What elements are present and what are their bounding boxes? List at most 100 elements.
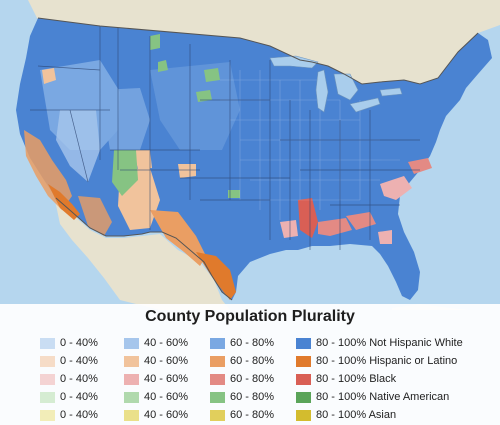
legend-entry: 80 - 100% Not Hispanic White [296,334,463,352]
legend-swatch [40,391,55,403]
legend-label: 80 - 100% Black [316,373,397,385]
legend-label: 80 - 100% Asian [316,409,397,421]
legend-entry: 40 - 60% [124,370,188,388]
legend-entry: 80 - 100% Hispanic or Latino [296,352,457,370]
legend-swatch [40,337,55,349]
legend-title: County Population Plurality [145,308,355,325]
region-montana-native [158,60,168,72]
legend-label: 60 - 80% [230,355,275,367]
legend-entry: 80 - 100% Black [296,370,396,388]
legend-entry: 60 - 80% [210,352,274,370]
state-boundaries [30,26,420,250]
lake-huron [333,73,359,101]
legend-row-black: 0 - 40% 40 - 60% 60 - 80% 80 - 100% Black [0,370,500,388]
region-oklahoma-native [228,190,240,198]
region-black-belt-georgia [346,212,376,230]
legend-entry: 0 - 40% [40,352,98,370]
legend-row-not-hispanic-white: 0 - 40% 40 - 60% 60 - 80% 80 - 100% Not His… [0,334,500,352]
mexico-border [55,197,233,301]
region-mississippi-delta [298,198,318,238]
legend-swatch [40,355,55,367]
legend-swatch [124,391,139,403]
region-nevada-lighter [56,110,100,182]
legend-label: 60 - 80% [230,409,275,421]
region-dakotas-native-3 [196,90,212,102]
legend-swatch [210,337,225,349]
legend-label: 80 - 100% Hispanic or Latino [316,355,458,367]
legend-row-hispanic-or-latino: 0 - 40% 40 - 60% 60 - 80% 80 - 100% Hispani… [0,352,500,370]
legend-swatch [210,391,225,403]
region-dakotas-native-2 [204,68,220,82]
legend-label: 0 - 40% [60,391,98,403]
legend-entry: 60 - 80% [210,370,274,388]
legend-entry: 40 - 60% [124,352,188,370]
region-georgia-coast [378,230,392,244]
legend-entry: 0 - 40% [40,388,98,406]
region-dakotas-native-1 [150,34,160,50]
legend-entry: 0 - 40% [40,406,98,424]
legend-label: 0 - 40% [60,409,98,421]
legend-swatch [296,373,311,385]
legend-label: 60 - 80% [230,391,275,403]
legend-label: 0 - 40% [60,373,98,385]
legend-swatch [210,373,225,385]
region-california-hispanic [24,130,72,210]
region-socal-hispanic [48,184,80,220]
region-louisiana-black [280,220,298,238]
us-county-plurality-map[interactable] [0,0,500,310]
lake-erie [349,97,381,113]
legend-swatch [124,373,139,385]
legend-swatch [296,409,311,421]
legend-label: 80 - 100% Not Hispanic White [316,337,463,349]
mexico-landmass [55,200,230,310]
legend-entry: 60 - 80% [210,388,274,406]
legend-label: 40 - 60% [144,337,189,349]
legend-entry: 0 - 40% [40,334,98,352]
lake-ontario [379,87,403,97]
canada-landmass [28,0,500,84]
region-kansas-hispanic [178,164,196,178]
legend-label: 0 - 40% [60,355,98,367]
legend-entry: 60 - 80% [210,406,274,424]
legend-row-native-american: 0 - 40% 40 - 60% 60 - 80% 80 - 100% Native … [0,388,500,406]
map-legend: County Population Plurality 0 - 40% 40 - … [0,304,500,425]
legend-label: 40 - 60% [144,409,189,421]
legend-swatch [124,355,139,367]
region-plains-lighter [150,62,240,150]
legend-entry: 60 - 80% [210,334,274,352]
legend-label: 40 - 60% [144,391,189,403]
legend-row-asian: 0 - 40% 40 - 60% 60 - 80% 80 - 100% Asian [0,406,500,424]
region-arizona-hispanic [78,196,112,236]
region-black-belt-alabama [318,218,352,236]
legend-label: 0 - 40% [60,337,98,349]
region-washington-hispanic [42,68,56,84]
legend-entry: 40 - 60% [124,334,188,352]
legend-swatch [296,355,311,367]
region-great-basin [100,88,150,150]
lake-michigan [315,69,329,113]
legend-entry: 0 - 40% [40,370,98,388]
legend-label: 60 - 80% [230,373,275,385]
legend-label: 80 - 100% Native American [316,391,450,403]
legend-entry: 40 - 60% [124,406,188,424]
legend-entry: 80 - 100% Asian [296,406,396,424]
great-lakes [269,55,403,113]
legend-entry: 80 - 100% Native American [296,388,449,406]
legend-swatch [210,409,225,421]
legend-swatch [296,391,311,403]
legend-swatch [210,355,225,367]
legend-swatch [124,409,139,421]
region-carolinas-black [380,176,412,200]
legend-swatch [40,409,55,421]
legend-label: 60 - 80% [230,337,275,349]
us-border-outline [37,17,479,85]
legend-label: 40 - 60% [144,355,189,367]
region-colorado-hispanic [134,150,152,170]
region-navajo [112,150,138,196]
region-south-texas-hispanic [196,252,236,300]
legend-label: 40 - 60% [144,373,189,385]
legend-swatch [296,337,311,349]
legend-swatch [124,337,139,349]
legend-entry: 40 - 60% [124,388,188,406]
lake-superior [269,55,319,69]
